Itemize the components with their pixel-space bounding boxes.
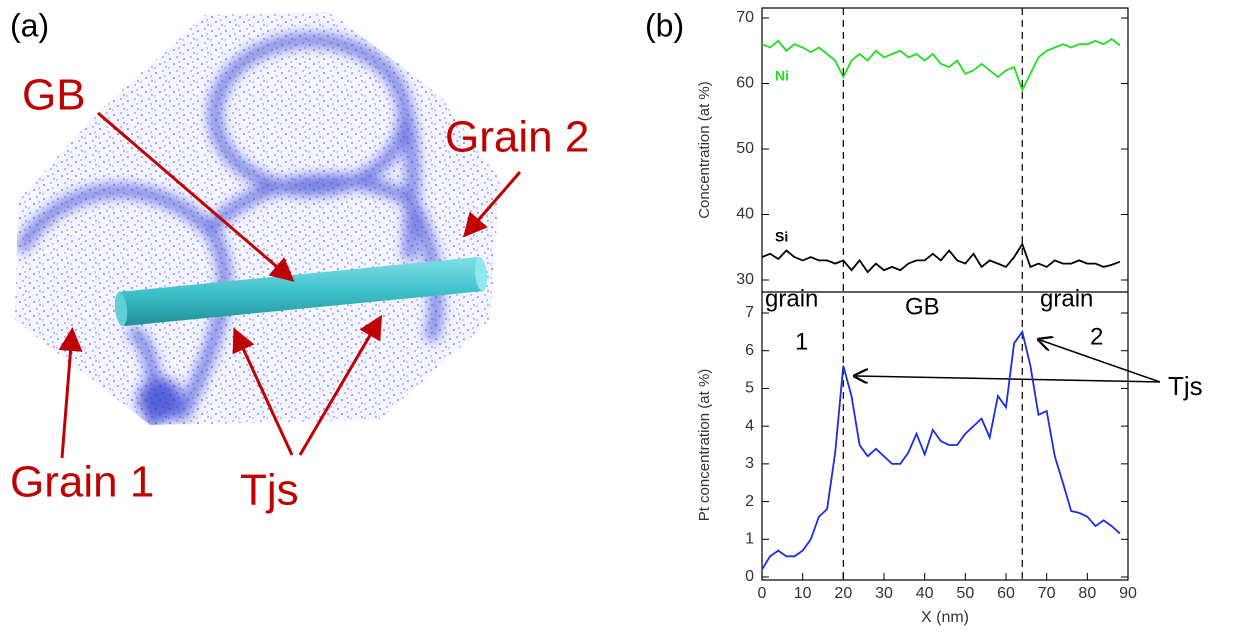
annotation: Grain 2 [445,113,589,162]
arrows-a [58,111,522,459]
axes-frame [761,7,1129,581]
x-tick-label: 10 [794,585,812,602]
x-tick-label: 70 [1038,585,1056,602]
y-tick-label: 50 [736,140,754,157]
annotation: GB [22,71,86,120]
panel-label: (a) [10,7,49,43]
x-tick-label: 80 [1078,585,1096,602]
series-label: Ni [775,68,789,84]
annotation: Grain 1 [10,458,154,507]
x-tick-label: 60 [997,585,1015,602]
y-tick-label: 1 [745,531,754,548]
arrows-b [856,340,1161,382]
y-tick-label: 0 [745,568,754,585]
y-tick-label: 30 [736,271,754,288]
series-label: Si [775,229,788,245]
y-tick-label: 40 [736,206,754,223]
atom-map [15,12,500,425]
panel-label: (b) [645,7,684,43]
data-line [761,329,1121,570]
y-tick-label: 3 [745,455,754,472]
y-tick-label: 2 [745,493,754,510]
annotation: Tjs [240,466,299,515]
y-tick-label: 7 [745,304,754,321]
y-axis-label: Pt concentration (at %) [696,369,713,522]
y-axis-label: Concentration (at %) [696,81,713,219]
x-tick-label: 20 [834,585,852,602]
annotation: 2 [1090,323,1103,350]
annotation: grain [1040,285,1093,312]
y-tick-label: 70 [736,9,754,26]
annotation: 1 [795,328,808,355]
cylinder [114,257,488,326]
x-tick-label: 30 [875,585,893,602]
x-tick-label: 50 [956,585,974,602]
x-tick-label: 90 [1119,585,1137,602]
y-tick-label: 4 [745,417,754,434]
y-tick-label: 5 [745,380,754,397]
x-axis-label: X (nm) [921,609,969,626]
y-tick-label: 6 [745,342,754,359]
annotation: GB [905,293,940,320]
x-tick-label: 0 [758,585,767,602]
data-line [761,37,1121,93]
annotation: Tjs [1168,371,1203,401]
x-tick-label: 40 [916,585,934,602]
annotation: grain [765,285,818,312]
y-tick-label: 60 [736,75,754,92]
data-line [761,241,1121,274]
